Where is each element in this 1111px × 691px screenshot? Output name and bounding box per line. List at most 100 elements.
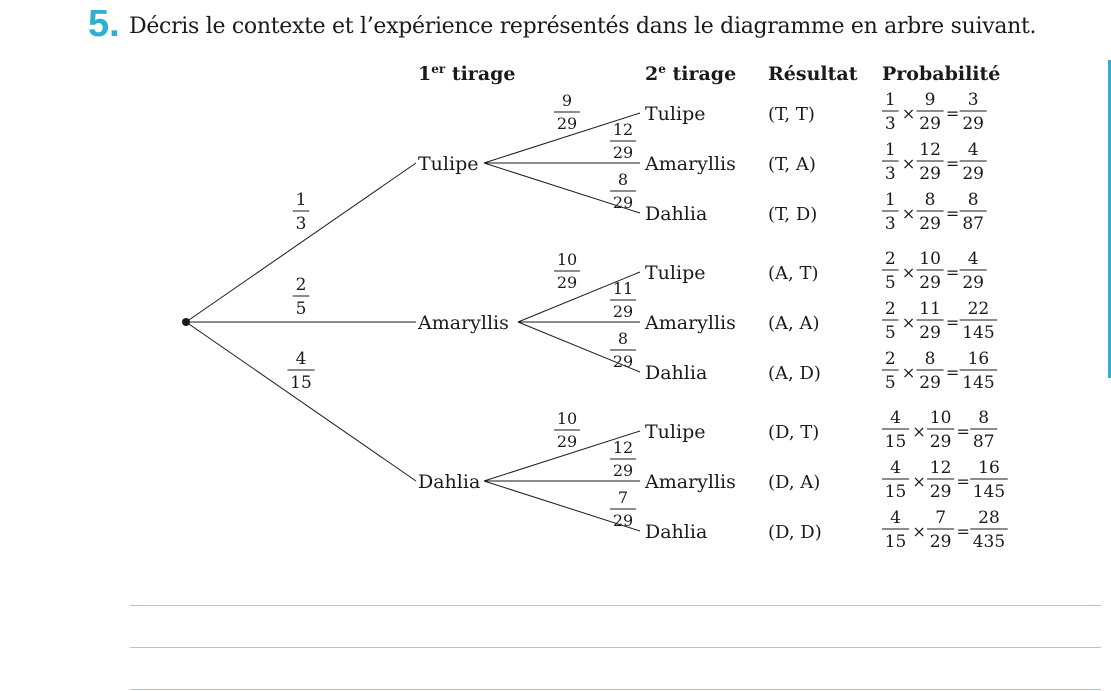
probability-result: 887 — [970, 408, 998, 452]
fraction-denominator: 29 — [919, 273, 941, 293]
probability-factor: 729 — [927, 508, 955, 552]
fraction-denominator: 29 — [613, 143, 633, 162]
fraction-denominator: 3 — [885, 214, 896, 234]
result-pair: (D, D) — [768, 522, 822, 543]
fraction-denominator: 15 — [885, 432, 907, 452]
times-sign: × — [912, 522, 925, 541]
result-pair: (A, D) — [768, 363, 821, 384]
result-pair: (A, T) — [768, 263, 819, 284]
equals-sign: = — [956, 472, 969, 491]
second-draw-outcome: Amaryllis — [644, 153, 736, 175]
probability-result: 429 — [959, 140, 987, 184]
branch-line — [185, 321, 417, 482]
probability-factor: 13 — [882, 90, 899, 134]
equals-sign: = — [946, 313, 959, 332]
fraction-numerator: 28 — [978, 508, 1000, 528]
second-draw-outcome: Tulipe — [645, 103, 705, 125]
fraction-denominator: 5 — [885, 273, 896, 293]
fraction-denominator: 15 — [885, 482, 907, 502]
fraction-denominator: 29 — [919, 373, 941, 393]
branch-probability: 415 — [287, 349, 315, 393]
fraction-denominator: 29 — [962, 164, 984, 184]
header-probability: Probabilité — [882, 63, 1000, 85]
fraction-numerator: 3 — [968, 90, 979, 110]
equals-sign: = — [946, 363, 959, 382]
margin-rule — [1108, 60, 1111, 378]
result-pair: (A, A) — [768, 313, 820, 334]
header-result: Résultat — [768, 63, 858, 85]
times-sign: × — [902, 313, 915, 332]
equals-sign: = — [956, 522, 969, 541]
fraction-denominator: 87 — [962, 214, 984, 234]
first-draw-outcome: Dahlia — [418, 471, 480, 493]
fraction-numerator: 1 — [296, 190, 307, 210]
fraction-denominator: 15 — [885, 532, 907, 552]
fraction-numerator: 8 — [925, 349, 936, 369]
fraction-denominator: 29 — [919, 323, 941, 343]
fraction-denominator: 3 — [296, 214, 307, 234]
header-first-draw: 1er tirage — [418, 62, 516, 85]
branch-probability: 829 — [610, 329, 636, 371]
fraction-denominator: 435 — [973, 532, 1005, 552]
branch-probability: 13 — [292, 190, 310, 234]
fraction-numerator: 2 — [885, 299, 896, 319]
fraction-denominator: 29 — [613, 461, 633, 480]
fraction-numerator: 16 — [978, 458, 1000, 478]
fraction-denominator: 29 — [919, 164, 941, 184]
answer-line-2[interactable] — [130, 647, 1101, 648]
fraction-numerator: 8 — [618, 170, 628, 189]
fraction-denominator: 29 — [557, 114, 577, 133]
probability-factor: 829 — [916, 190, 944, 234]
result-pair: (T, T) — [768, 104, 815, 125]
fraction-denominator: 29 — [919, 214, 941, 234]
times-sign: × — [902, 104, 915, 123]
fraction-numerator: 9 — [562, 91, 572, 110]
fraction-numerator: 10 — [930, 408, 952, 428]
equals-sign: = — [946, 154, 959, 173]
probability-result: 329 — [959, 90, 987, 134]
fraction-numerator: 8 — [968, 190, 979, 210]
probability-factor: 25 — [882, 299, 899, 343]
fraction-numerator: 2 — [296, 275, 307, 295]
fraction-numerator: 1 — [885, 140, 896, 160]
probability-factor: 415 — [882, 508, 910, 552]
fraction-denominator: 29 — [962, 114, 984, 134]
branch-probability: 929 — [554, 91, 580, 133]
fraction-denominator: 29 — [930, 532, 952, 552]
branch-line — [483, 162, 641, 214]
fraction-numerator: 10 — [919, 249, 941, 269]
probability-factor: 929 — [916, 90, 944, 134]
fraction-denominator: 29 — [919, 114, 941, 134]
exercise-prompt: Décris le contexte et l’expérience repré… — [129, 14, 1037, 39]
probability-factor: 415 — [882, 408, 910, 452]
result-pair: (T, A) — [768, 154, 816, 175]
fraction-numerator: 4 — [890, 458, 901, 478]
probability-factor: 25 — [882, 249, 899, 293]
fraction-numerator: 4 — [890, 408, 901, 428]
first-draw-outcome: Amaryllis — [417, 312, 509, 334]
fraction-numerator: 16 — [968, 349, 990, 369]
fraction-denominator: 87 — [973, 432, 995, 452]
answer-line-3[interactable] — [130, 689, 1101, 690]
fraction-numerator: 7 — [935, 508, 946, 528]
fraction-numerator: 12 — [930, 458, 952, 478]
fraction-denominator: 145 — [962, 323, 994, 343]
fraction-numerator: 12 — [613, 120, 633, 139]
answer-line-1[interactable] — [130, 605, 1101, 606]
fraction-denominator: 29 — [557, 273, 577, 292]
fraction-numerator: 8 — [978, 408, 989, 428]
fraction-denominator: 145 — [962, 373, 994, 393]
second-draw-outcome: Amaryllis — [644, 471, 736, 493]
branch-line — [483, 480, 641, 532]
fraction-numerator: 4 — [968, 249, 979, 269]
equals-sign: = — [946, 204, 959, 223]
fraction-numerator: 1 — [885, 190, 896, 210]
first-draw-outcome: Tulipe — [418, 153, 478, 175]
